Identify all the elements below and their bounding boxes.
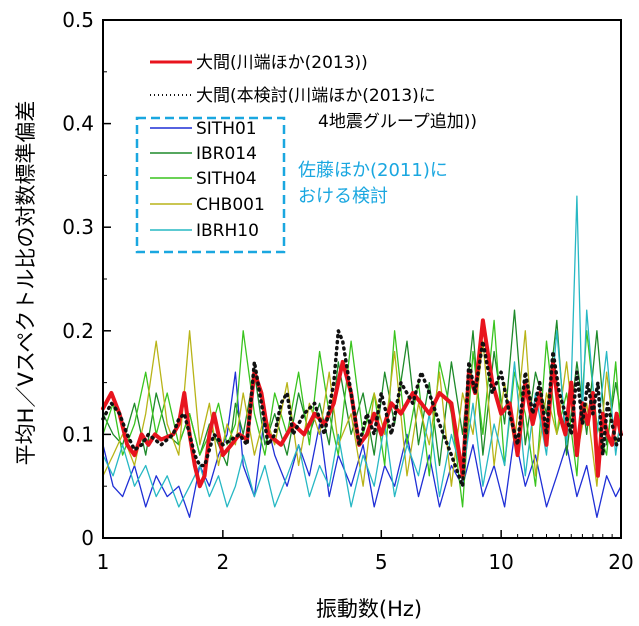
legend-label-3: IBR014 xyxy=(196,144,257,164)
y-tick-label: 0.3 xyxy=(62,215,94,239)
legend-label-0: 大間(川端ほか(2013)) xyxy=(196,53,368,73)
y-tick-label: 0.1 xyxy=(62,422,94,446)
legend-label-5: CHB001 xyxy=(196,195,265,215)
y-tick-label: 0.2 xyxy=(62,319,94,343)
legend-label-6: IBRH10 xyxy=(196,221,259,241)
legend-label-1b: 4地震グループ追加)) xyxy=(318,112,477,132)
series-line-6 xyxy=(102,195,622,508)
plot-lines xyxy=(101,195,623,518)
x-tick-label: 1 xyxy=(97,550,110,574)
x-tick-label: 20 xyxy=(608,550,633,574)
sato-annotation-line2: おける検討 xyxy=(298,186,388,207)
x-axis-label: 振動数(Hz) xyxy=(316,597,422,621)
y-tick-label: 0.4 xyxy=(62,112,94,136)
series-line-1 xyxy=(101,329,623,488)
legend-label-4: SITH04 xyxy=(196,169,257,189)
x-tick-label: 2 xyxy=(216,550,229,574)
y-tick-label: 0 xyxy=(81,526,94,550)
x-tick-label: 5 xyxy=(375,550,388,574)
sato-annotation-line1: 佐藤ほか(2011)に xyxy=(298,160,448,181)
y-axis-label: 平均H／Vスペクトル比の対数標準偏差 xyxy=(14,101,38,466)
legend-label-2: SITH01 xyxy=(196,119,257,139)
series-line-0 xyxy=(101,318,623,489)
series-line-2 xyxy=(102,371,622,518)
x-tick-label: 10 xyxy=(488,550,513,574)
y-tick-label: 0.5 xyxy=(62,8,94,32)
legend-label-1a: 大間(本検討(川端ほか(2013)に xyxy=(196,86,436,106)
sato-group-box xyxy=(135,116,286,254)
axis-ticks: 1 2 5 10 20 0 0.1 0.2 0.3 0.4 0.5 xyxy=(62,8,634,574)
legend: 大間(川端ほか(2013)) 大間(本検討(川端ほか(2013)に 4地震グループ追… xyxy=(150,53,477,241)
